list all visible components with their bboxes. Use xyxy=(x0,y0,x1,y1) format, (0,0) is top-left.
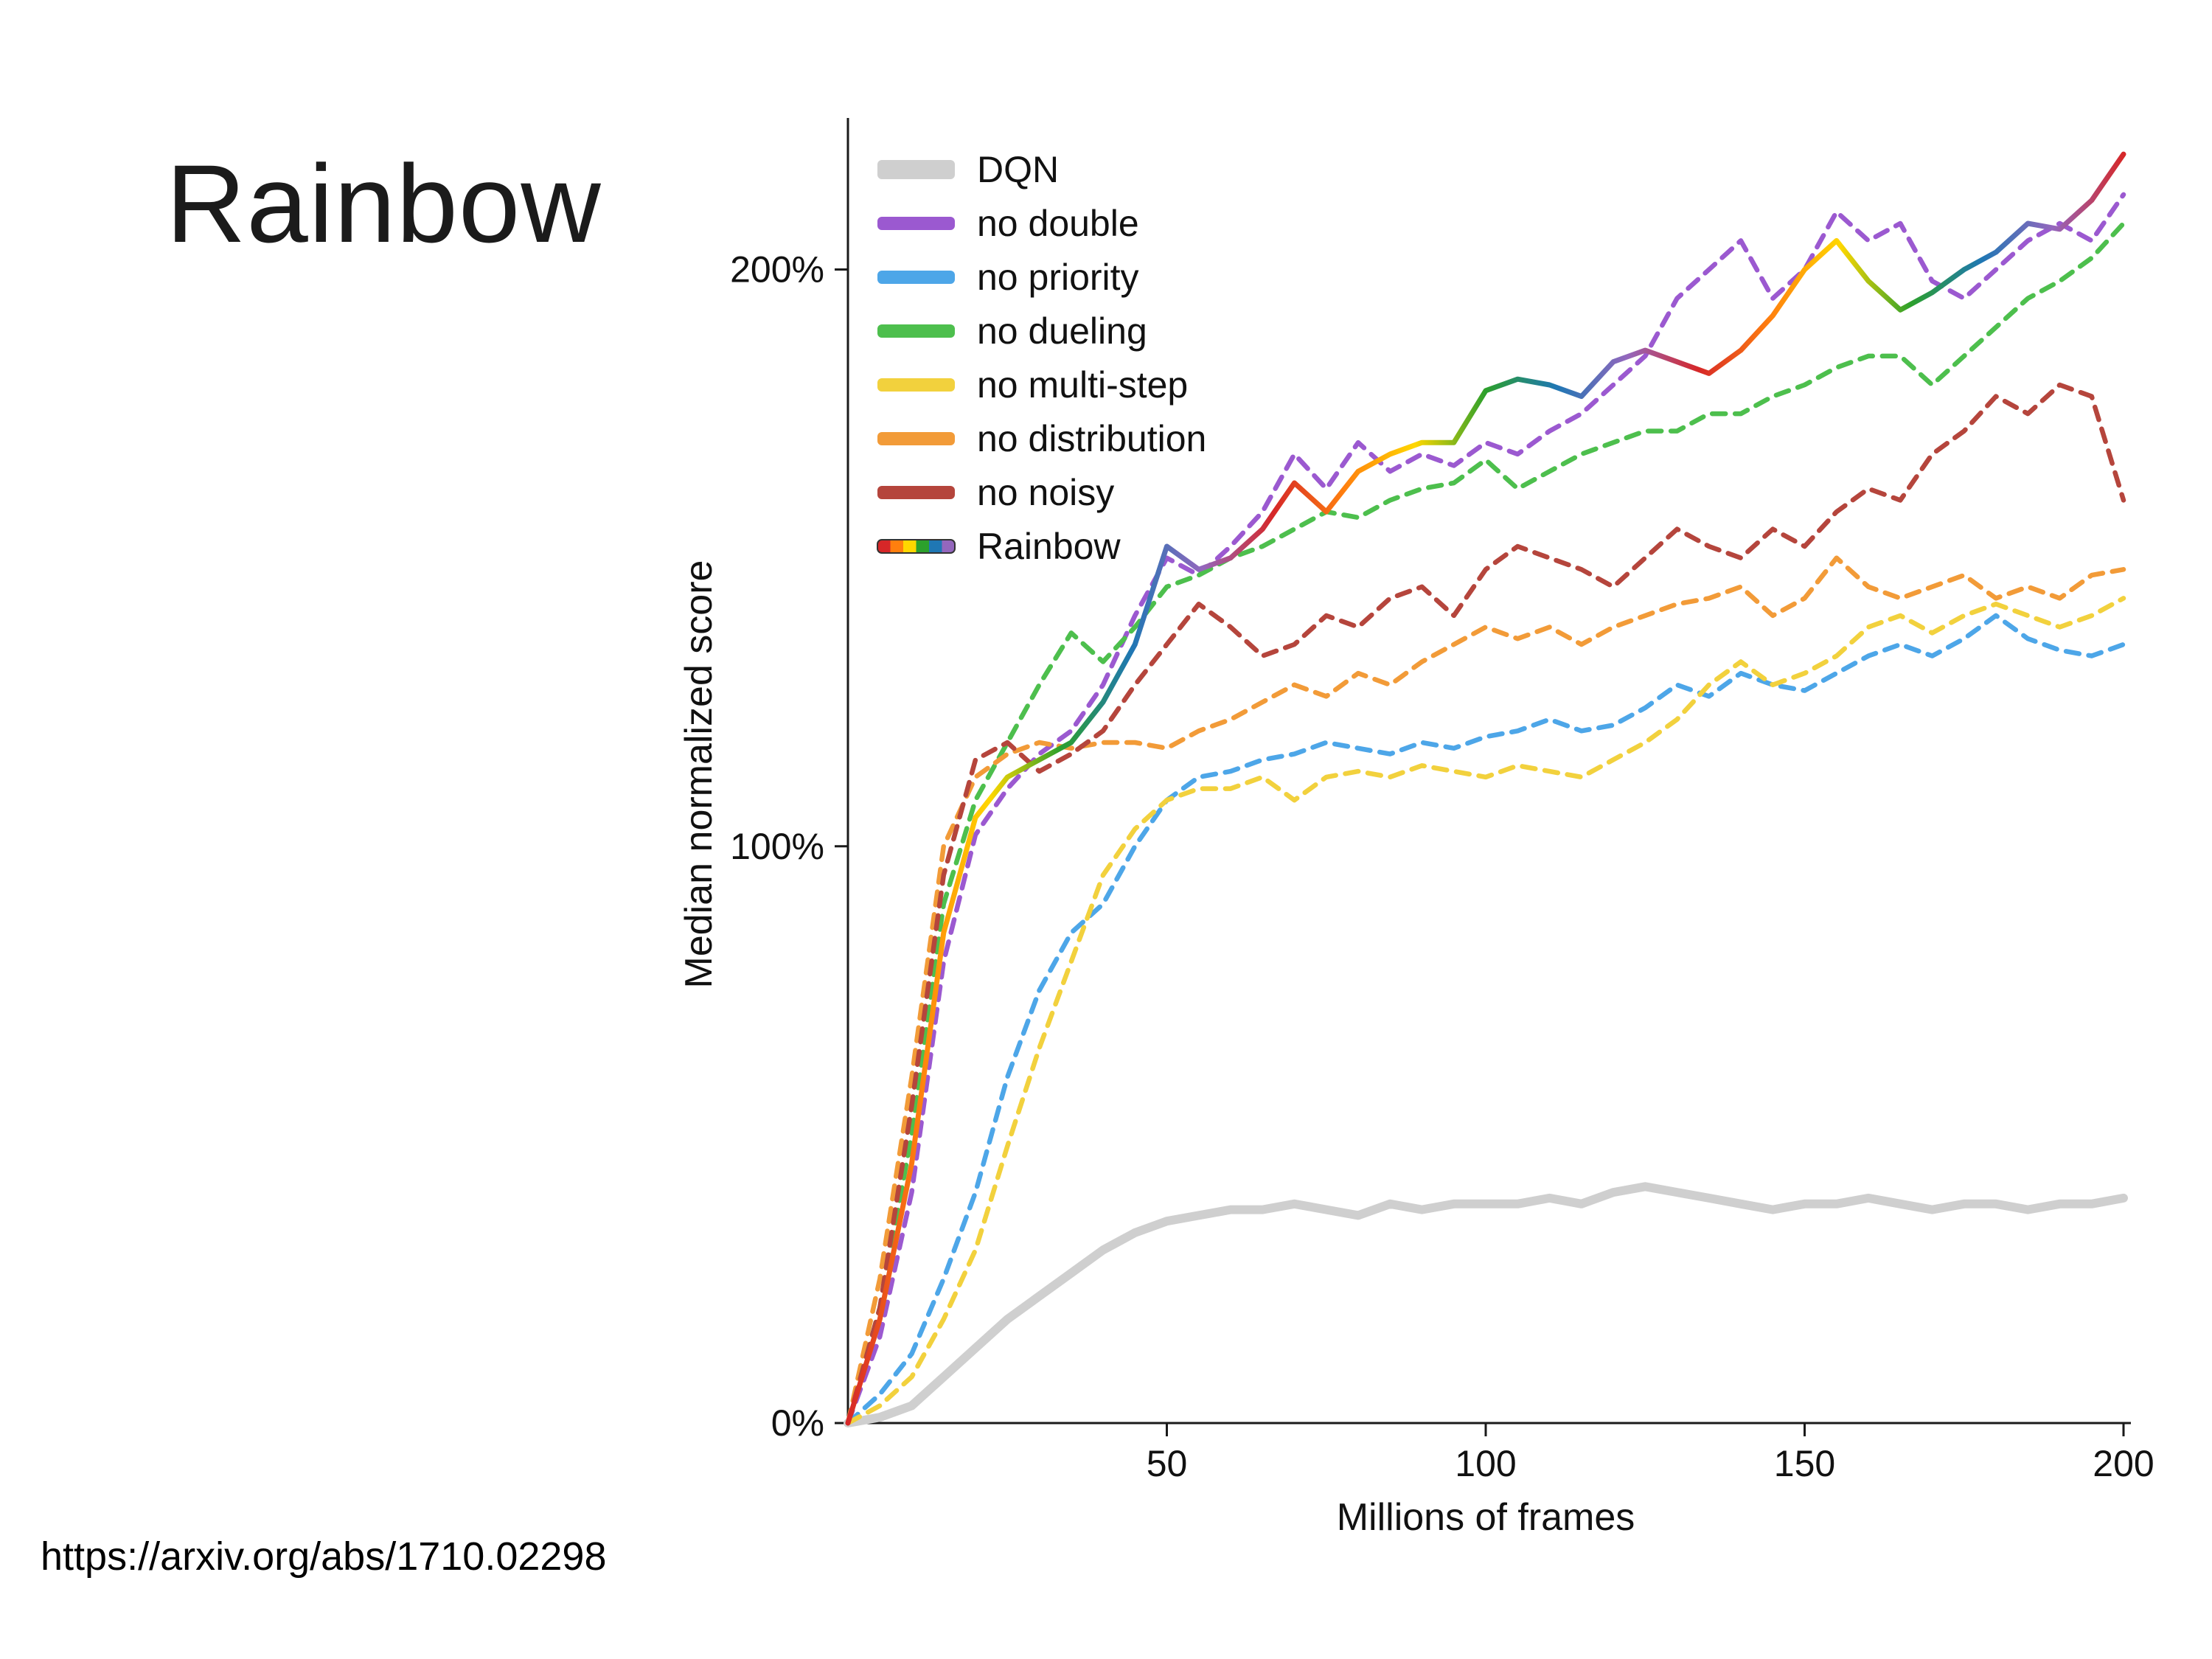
legend-item-no-multi-step: no multi-step xyxy=(877,364,1188,406)
legend-swatch-no-multi-step xyxy=(877,378,955,392)
legend-swatch-no-dueling xyxy=(877,324,955,338)
x-tick-label: 200 xyxy=(2093,1443,2154,1484)
legend-item-no-double: no double xyxy=(877,203,1139,244)
legend-item-dqn: DQN xyxy=(877,149,1059,190)
x-tick-label: 50 xyxy=(1147,1443,1188,1484)
series-line-no-double xyxy=(845,192,2126,1426)
series-line-dqn xyxy=(844,1182,2128,1427)
series-line-rainbow xyxy=(845,151,2126,1426)
legend-label: Rainbow xyxy=(977,526,1121,567)
y-tick-label: 100% xyxy=(730,826,824,867)
x-tick-label: 100 xyxy=(1455,1443,1516,1484)
legend-item-no-distribution: no distribution xyxy=(877,418,1206,459)
legend-item-no-priority: no priority xyxy=(877,257,1139,298)
legend-label: no double xyxy=(977,203,1139,244)
y-tick-label: 200% xyxy=(730,249,824,291)
legend-label: DQN xyxy=(977,149,1059,190)
legend-label: no priority xyxy=(977,257,1139,298)
legend-swatch-no-distribution xyxy=(877,432,955,445)
legend-swatch-dqn xyxy=(877,160,955,179)
legend-label: no multi-step xyxy=(977,364,1188,406)
legend-label: no dueling xyxy=(977,310,1147,352)
page-title: Rainbow xyxy=(166,142,602,265)
legend-swatch-no-double xyxy=(877,217,955,230)
source-url: https://arxiv.org/abs/1710.02298 xyxy=(41,1534,607,1579)
legend: DQN no double no priority no dueling no mult… xyxy=(877,149,1206,567)
x-tick-label: 150 xyxy=(1774,1443,1835,1484)
legend-swatch-rainbow xyxy=(877,539,956,554)
series-line-no-multi-step xyxy=(845,596,2126,1426)
legend-swatch-no-noisy xyxy=(877,486,955,499)
x-axis-title: Millions of frames xyxy=(1337,1496,1635,1539)
y-tick-label: 0% xyxy=(771,1402,824,1444)
rainbow-ablation-chart: 0% 100% 200% 50 100 150 200 Millions of frames M… xyxy=(678,118,2154,1539)
legend-item-no-noisy: no noisy xyxy=(877,472,1114,513)
legend-label: no distribution xyxy=(977,418,1206,459)
legend-item-no-dueling: no dueling xyxy=(877,310,1147,352)
series-line-no-priority xyxy=(845,613,2126,1426)
y-axis-title: Median normalized score xyxy=(678,560,720,989)
legend-label: no noisy xyxy=(977,472,1114,513)
series-line-no-noisy xyxy=(845,382,2126,1426)
legend-swatch-no-priority xyxy=(877,271,955,284)
legend-item-rainbow: Rainbow xyxy=(877,526,1121,567)
series-line-no-dueling xyxy=(845,220,2126,1426)
